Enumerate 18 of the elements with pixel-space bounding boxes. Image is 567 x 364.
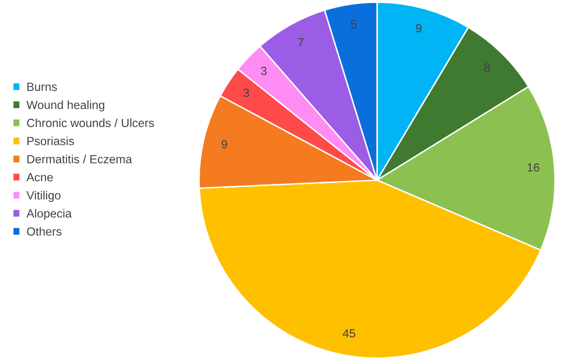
- data-label: 45: [342, 329, 356, 338]
- legend-label: Chronic wounds / Ulcers: [27, 118, 154, 128]
- data-label: 8: [484, 63, 490, 72]
- data-label: 3: [244, 88, 250, 98]
- data-label: 16: [528, 163, 540, 172]
- legend-label: Others: [27, 227, 62, 236]
- data-label: 9: [222, 140, 228, 148]
- legend-label: Alopecia: [26, 208, 72, 220]
- legend-label: Burns: [27, 82, 57, 91]
- legend-label: Dermatitis / Eczema: [27, 154, 132, 164]
- data-label: 5: [350, 20, 356, 28]
- legend-label: Psoriasis: [27, 136, 74, 146]
- data-label: 9: [416, 24, 422, 32]
- legend-label: Wound healing: [26, 100, 104, 112]
- legend-label: Acne: [26, 173, 53, 182]
- data-label: 7: [298, 38, 304, 46]
- legend-label: Vitiligo: [26, 190, 61, 202]
- data-label: 3: [261, 66, 267, 76]
